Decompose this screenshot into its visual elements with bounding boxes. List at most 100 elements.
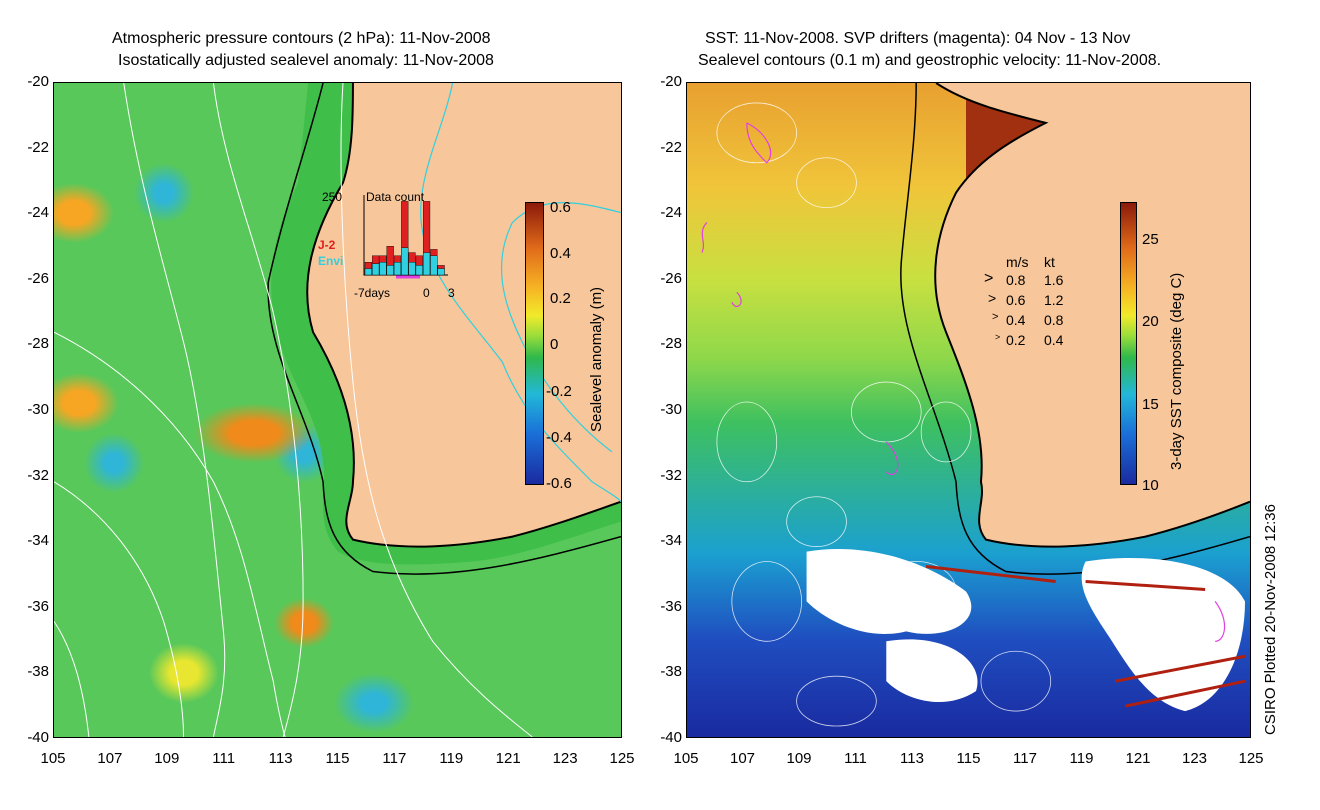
left-title-line1: Atmospheric pressure contours (2 hPa): 1…	[112, 30, 491, 47]
right-y-tick-label: -24	[660, 204, 682, 222]
right-x-tick-label: 113	[900, 750, 924, 767]
right-x-tick-label: 121	[1125, 750, 1151, 767]
left-x-tick-label: 111	[212, 750, 236, 767]
right-title-line2: Sealevel contours (0.1 m) and geostrophi…	[698, 52, 1162, 69]
left-x-tick-label: 125	[609, 750, 635, 767]
right-y-tick-label: -28	[660, 335, 682, 353]
cbar-left-tick: 0	[550, 336, 559, 353]
velocity-legend-ms: 0.4	[1006, 312, 1026, 328]
inset-legend-envi: Envi	[318, 254, 344, 268]
histogram-bar-envi	[372, 263, 380, 276]
coastline	[934, 83, 1250, 548]
left-y-tick-label: -20	[27, 73, 49, 90]
right-y-tick-label: -34	[660, 532, 682, 550]
svp-drifter-tracks	[701, 122, 1226, 642]
left-x-tick-label: 113	[268, 750, 293, 767]
shelf-contour	[267, 83, 621, 575]
velocity-legend-kt: 1.6	[1044, 272, 1064, 288]
velocity-legend-ms: 0.2	[1006, 332, 1026, 348]
cbar-left-tick: -0.6	[546, 475, 572, 492]
coast-green-strip	[271, 83, 621, 565]
left-x-tick-label: 105	[40, 750, 66, 767]
velocity-jets	[925, 565, 1246, 708]
left-x-tick-label: 109	[154, 750, 180, 767]
left-x-tick-label: 107	[97, 750, 123, 767]
cbar-right-label: 3-day SST composite (deg C)	[1168, 272, 1185, 470]
sealevel-colorbar	[525, 202, 544, 485]
left-x-tick-label: 121	[495, 750, 521, 767]
right-y-tick-label: -30	[660, 401, 682, 418]
right-y-tick-label: -32	[660, 466, 682, 484]
histogram-bar-envi	[437, 268, 445, 276]
inset-legend-j2: J-2	[318, 238, 336, 252]
right-x-tick-label: 107	[729, 750, 756, 767]
velocity-legend-header-kt: kt	[1044, 254, 1055, 270]
coastline	[306, 83, 621, 548]
cbar-left-tick: -0.2	[546, 383, 572, 400]
histogram-bar-envi	[408, 261, 416, 276]
cbar-right-tick: 20	[1142, 313, 1159, 330]
right-x-tick-label: 119	[1069, 750, 1094, 767]
histogram-bar-envi	[393, 261, 402, 276]
right-y-tick-label: -26	[660, 269, 682, 287]
velocity-arrow-icon: >	[992, 311, 999, 323]
histogram-bar-envi	[364, 268, 372, 276]
land-mass	[935, 83, 1250, 547]
right-y-tick-label: -22	[660, 138, 682, 156]
velocity-arrow-icon: >	[995, 332, 1001, 342]
left-y-tick-label: -22	[27, 138, 49, 156]
cbar-right-tick: 15	[1142, 396, 1159, 413]
left-x-tick-label: 117	[382, 750, 407, 767]
velocity-arrow-icon: >	[984, 270, 994, 287]
inset-count-label: 250	[322, 190, 343, 204]
velocity-legend-kt: 0.8	[1044, 312, 1064, 328]
velocity-legend-ms: 0.8	[1006, 272, 1026, 288]
left-y-tick-label: -26	[27, 269, 49, 287]
inset-x-zero: 0	[423, 286, 430, 300]
left-x-tick-label: 123	[552, 750, 578, 767]
left-y-tick-label: -36	[27, 597, 49, 615]
pressure-contours	[54, 83, 533, 737]
velocity-legend-kt: 1.2	[1044, 292, 1064, 308]
right-x-tick-label: 117	[1013, 750, 1037, 767]
sst-colorbar	[1120, 202, 1137, 485]
left-x-tick-label: 115	[325, 750, 350, 767]
right-x-tick-label: 111	[844, 750, 867, 767]
right-title-line1: SST: 11-Nov-2008. SVP drifters (magenta)…	[705, 30, 1131, 47]
cbar-left-tick: 0.6	[550, 199, 571, 216]
left-y-tick-label: -34	[27, 532, 49, 550]
left-y-tick-label: -28	[27, 335, 49, 353]
velocity-legend-kt: 0.4	[1044, 332, 1064, 348]
left-x-tick-label: 119	[439, 750, 464, 767]
right-x-tick-label: 115	[956, 750, 981, 767]
histogram-bar-envi	[415, 265, 423, 276]
right-map-sst[interactable]	[686, 82, 1251, 738]
sealevel-contours	[716, 102, 1052, 727]
right-x-tick-label: 125	[1238, 750, 1264, 767]
inset-title: Data count	[366, 190, 425, 204]
left-title-line2: Isostatically adjusted sealevel anomaly:…	[118, 52, 494, 69]
right-x-tick-label: 105	[673, 750, 699, 767]
plot-credit: CSIRO Plotted 20-Nov-2008 12:36	[1262, 504, 1279, 735]
right-y-tick-label: -38	[660, 663, 682, 681]
histogram-bar-envi	[422, 252, 431, 276]
right-y-tick-label: -40	[660, 729, 682, 746]
inset-x-start: -7days	[354, 286, 391, 300]
left-y-tick-label: -24	[27, 204, 49, 222]
histogram-bar-envi	[430, 255, 438, 276]
right-x-tick-label: 123	[1181, 750, 1208, 767]
data-count-histogram	[363, 195, 448, 279]
cbar-left-tick: 0.2	[550, 290, 571, 307]
left-y-tick-label: -30	[27, 401, 49, 418]
cbar-left-tick: 0.4	[550, 245, 571, 262]
cbar-left-label: Sealevel anomaly (m)	[588, 286, 605, 432]
land-pressure-contours	[420, 83, 621, 503]
velocity-legend-ms: 0.6	[1006, 292, 1026, 308]
histogram-bar-envi	[386, 265, 394, 276]
right-x-tick-label: 109	[786, 750, 812, 767]
histogram-bar-envi	[379, 261, 387, 276]
velocity-arrow-icon: >	[988, 290, 997, 306]
right-map-overlay	[701, 83, 1250, 727]
velocity-legend-header-ms: m/s	[1006, 254, 1029, 270]
right-y-tick-label: -20	[660, 73, 682, 90]
